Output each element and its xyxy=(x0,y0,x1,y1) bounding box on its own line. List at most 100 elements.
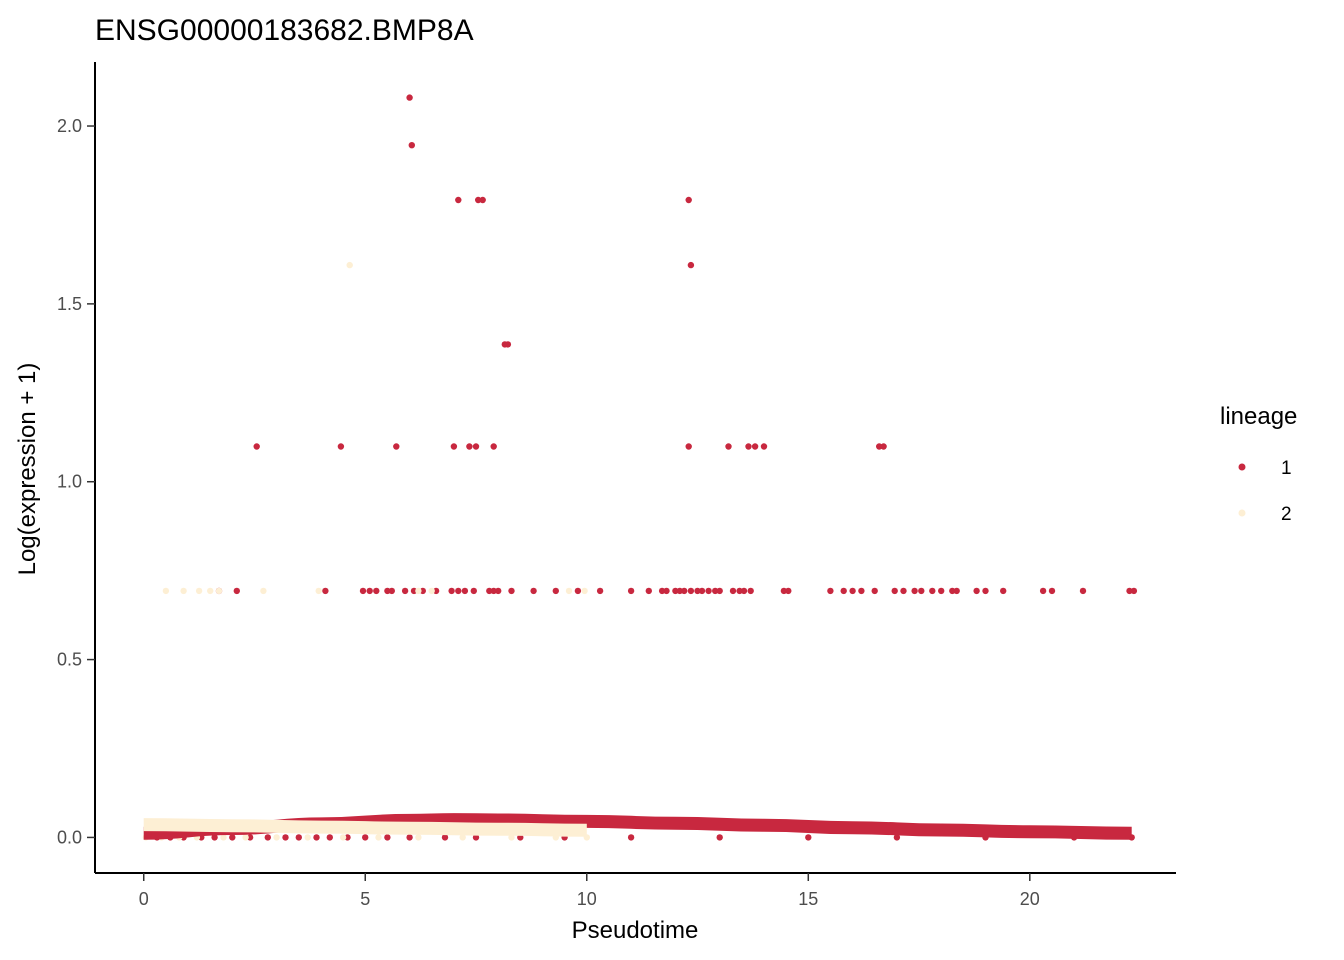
point-lineage-1 xyxy=(401,587,409,595)
point-lineage-1 xyxy=(490,443,497,450)
point-lineage-2 xyxy=(315,587,322,595)
point-lineage-1 xyxy=(229,834,236,841)
point-lineage-1 xyxy=(685,196,692,204)
point-lineage-1 xyxy=(472,834,480,841)
point-lineage-1 xyxy=(687,587,695,595)
y-tick-label: 1.0 xyxy=(57,472,82,492)
point-lineage-1 xyxy=(337,443,345,450)
smoother-layer xyxy=(143,813,1132,840)
point-lineage-1 xyxy=(384,834,391,841)
x-ticks: 0 5 10 15 20 xyxy=(139,873,1040,909)
point-lineage-1 xyxy=(344,834,351,841)
point-lineage-1 xyxy=(745,443,752,450)
point-lineage-1 xyxy=(681,587,688,595)
point-lineage-1 xyxy=(918,587,925,595)
point-lineage-2 xyxy=(428,587,435,595)
point-lineage-1 xyxy=(432,587,440,595)
point-lineage-1 xyxy=(388,587,395,595)
point-lineage-1 xyxy=(475,196,482,204)
point-lineage-1 xyxy=(490,587,497,595)
point-lineage-1 xyxy=(687,261,695,269)
point-lineage-1 xyxy=(876,443,883,450)
point-lineage-2 xyxy=(195,587,203,595)
point-lineage-1 xyxy=(441,834,449,841)
point-lineage-1 xyxy=(448,587,455,595)
point-lineage-1 xyxy=(676,587,683,595)
point-lineage-1 xyxy=(366,587,373,595)
point-lineage-1 xyxy=(450,443,458,450)
points-layer xyxy=(142,94,1138,841)
y-ticks: 0.0 0.5 1.0 1.5 2.0 xyxy=(57,116,95,847)
point-lineage-1 xyxy=(891,587,898,595)
point-lineage-1 xyxy=(322,587,329,595)
point-lineage-1 xyxy=(785,587,792,595)
point-lineage-1 xyxy=(233,587,240,595)
y-axis-title: Log(expression + 1) xyxy=(14,363,41,576)
point-lineage-1 xyxy=(470,587,477,595)
point-lineage-2 xyxy=(180,587,187,595)
point-lineage-1 xyxy=(663,587,670,595)
legend-label-2: 2 xyxy=(1281,504,1292,525)
point-lineage-1 xyxy=(410,587,418,595)
x-axis-title: Pseudotime xyxy=(572,917,699,944)
point-lineage-1 xyxy=(627,834,635,841)
legend-key-2 xyxy=(1238,509,1246,517)
point-lineage-1 xyxy=(1130,587,1138,595)
point-lineage-1 xyxy=(973,587,980,595)
point-lineage-1 xyxy=(740,587,748,595)
point-lineage-1 xyxy=(373,587,380,595)
x-tick-label: 10 xyxy=(577,889,597,909)
point-lineage-1 xyxy=(938,587,945,595)
point-lineage-1 xyxy=(472,443,480,450)
point-lineage-1 xyxy=(760,443,768,450)
x-tick-label: 15 xyxy=(798,889,818,909)
point-lineage-1 xyxy=(419,587,426,595)
point-lineage-1 xyxy=(716,834,723,841)
point-lineage-1 xyxy=(900,587,907,595)
point-lineage-1 xyxy=(893,834,901,841)
y-tick-label: 0.0 xyxy=(57,827,82,847)
point-lineage-2 xyxy=(215,587,223,595)
point-lineage-2 xyxy=(415,834,422,841)
point-lineage-1 xyxy=(747,587,754,595)
point-lineage-2 xyxy=(339,834,347,841)
legend-title: lineage xyxy=(1220,403,1297,430)
x-tick-label: 5 xyxy=(360,889,370,909)
point-lineage-1 xyxy=(384,587,391,595)
point-lineage-1 xyxy=(479,196,486,204)
point-lineage-1 xyxy=(685,443,692,450)
chart-title: ENSG00000183682.BMP8A xyxy=(95,14,474,47)
point-lineage-2 xyxy=(220,834,227,841)
point-lineage-1 xyxy=(530,587,537,595)
point-lineage-1 xyxy=(780,587,788,595)
point-lineage-1 xyxy=(880,443,887,450)
point-lineage-1 xyxy=(211,834,218,841)
point-lineage-1 xyxy=(849,587,856,595)
point-lineage-1 xyxy=(362,834,369,841)
point-lineage-1 xyxy=(574,587,582,595)
point-lineage-1 xyxy=(725,443,732,450)
y-tick-label: 1.5 xyxy=(57,294,82,314)
point-lineage-1 xyxy=(495,587,502,595)
point-lineage-1 xyxy=(736,587,743,595)
point-lineage-1 xyxy=(466,443,473,450)
point-lineage-1 xyxy=(406,834,413,841)
smoother-lineage-2 xyxy=(143,818,587,837)
point-lineage-1 xyxy=(1000,587,1007,595)
y-tick-label: 2.0 xyxy=(57,116,82,136)
point-lineage-1 xyxy=(246,834,254,841)
point-lineage-1 xyxy=(627,587,635,595)
point-lineage-2 xyxy=(346,261,353,269)
point-lineage-1 xyxy=(982,587,989,595)
point-lineage-2 xyxy=(207,587,214,595)
point-lineage-1 xyxy=(326,834,333,841)
point-lineage-1 xyxy=(1048,587,1056,595)
point-lineage-1 xyxy=(313,834,320,841)
point-lineage-1 xyxy=(729,587,737,595)
legend-key-1 xyxy=(1238,463,1246,471)
point-lineage-2 xyxy=(304,834,311,841)
point-lineage-1 xyxy=(393,443,400,450)
point-lineage-2 xyxy=(375,834,382,841)
point-lineage-1 xyxy=(552,587,559,595)
point-lineage-2 xyxy=(459,834,466,841)
